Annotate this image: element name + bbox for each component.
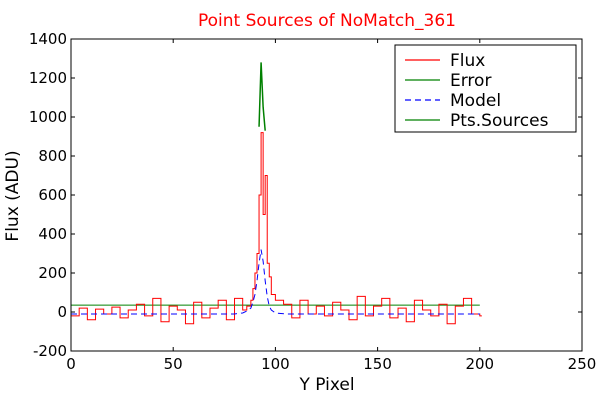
y-tick-label: 1400 bbox=[29, 30, 67, 48]
plot-frame bbox=[70, 38, 583, 352]
y-tick-label: 200 bbox=[38, 264, 67, 282]
y-tick-label: 0 bbox=[57, 303, 67, 321]
x-tick-label: 50 bbox=[164, 355, 183, 373]
x-tick-label: 0 bbox=[66, 355, 76, 373]
x-tick-label: 200 bbox=[465, 355, 494, 373]
chart-title: Point Sources of NoMatch_361 bbox=[198, 11, 456, 31]
x-tick-label: 100 bbox=[261, 355, 290, 373]
y-axis-label: Flux (ADU) bbox=[3, 150, 23, 241]
legend-label: Error bbox=[450, 71, 491, 91]
series-pts-sources-line bbox=[258, 62, 266, 131]
series-model-line bbox=[71, 249, 480, 315]
legend-label: Pts.Sources bbox=[450, 111, 549, 131]
series-flux-line bbox=[71, 132, 482, 325]
y-tick-label: 1200 bbox=[29, 69, 67, 87]
legend-label: Flux bbox=[450, 51, 485, 71]
legend-label: Model bbox=[450, 91, 501, 111]
y-tick-label: 1000 bbox=[29, 108, 67, 126]
y-tick-label: -200 bbox=[33, 342, 67, 360]
y-tick-label: 600 bbox=[38, 186, 67, 204]
y-tick-label: 800 bbox=[38, 147, 67, 165]
tick-group: 0 50 100 150 200 250-200020040060080010001200… bbox=[29, 30, 597, 373]
x-tick-label: 250 bbox=[568, 355, 597, 373]
x-axis-label: Y Pixel bbox=[298, 375, 354, 395]
y-tick-label: 400 bbox=[38, 225, 67, 243]
x-tick-label: 150 bbox=[363, 355, 392, 373]
series-group bbox=[71, 62, 482, 325]
